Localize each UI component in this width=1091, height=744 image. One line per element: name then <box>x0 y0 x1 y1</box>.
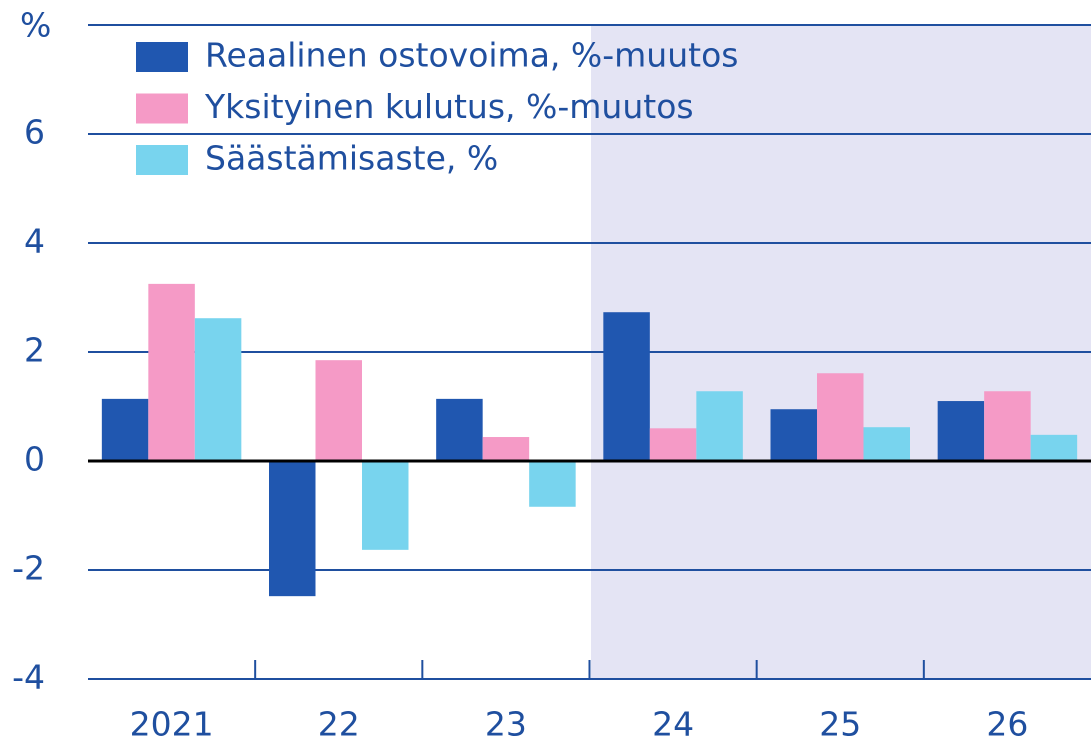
bar <box>194 318 242 461</box>
x-tick-label: 26 <box>986 705 1028 744</box>
legend-swatch <box>136 145 188 175</box>
bar <box>817 373 864 461</box>
x-tick-label: 2021 <box>130 705 214 744</box>
bar <box>770 409 817 461</box>
legend-label: Säästämisaste, % <box>205 139 498 178</box>
x-tick-label: 23 <box>485 705 527 744</box>
bar <box>1030 434 1078 461</box>
y-tick-label: 0 <box>24 440 45 479</box>
bar <box>529 461 576 507</box>
legend-label: Reaalinen ostovoima, %-muutos <box>205 36 738 75</box>
y-tick-label: 6 <box>24 113 45 152</box>
x-tick-label: 25 <box>819 705 861 744</box>
bar <box>937 401 985 461</box>
legend-swatch <box>136 93 188 124</box>
bar <box>315 360 362 461</box>
bar <box>101 398 149 461</box>
x-tick-label: 24 <box>652 705 694 744</box>
bar <box>148 283 195 461</box>
y-tick-label: -4 <box>12 658 45 697</box>
bar <box>436 398 483 461</box>
x-tick-label: 22 <box>318 705 360 744</box>
bar <box>482 437 530 461</box>
legend-swatch <box>136 42 188 72</box>
legend-label: Yksityinen kulutus, %-muutos <box>204 87 694 126</box>
y-axis-label: % <box>20 6 51 45</box>
bar <box>984 391 1031 461</box>
bar <box>362 461 409 550</box>
bar <box>649 428 697 461</box>
bar <box>863 427 910 461</box>
bar <box>269 461 316 597</box>
bar <box>603 312 650 461</box>
y-tick-label: -2 <box>12 549 45 588</box>
bar <box>696 391 743 461</box>
y-tick-label: 4 <box>24 222 45 261</box>
y-tick-label: 2 <box>24 331 45 370</box>
